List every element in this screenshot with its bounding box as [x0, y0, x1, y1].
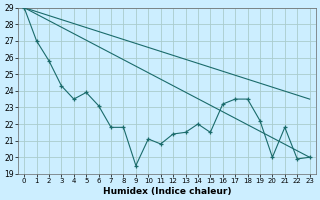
X-axis label: Humidex (Indice chaleur): Humidex (Indice chaleur) [103, 187, 231, 196]
